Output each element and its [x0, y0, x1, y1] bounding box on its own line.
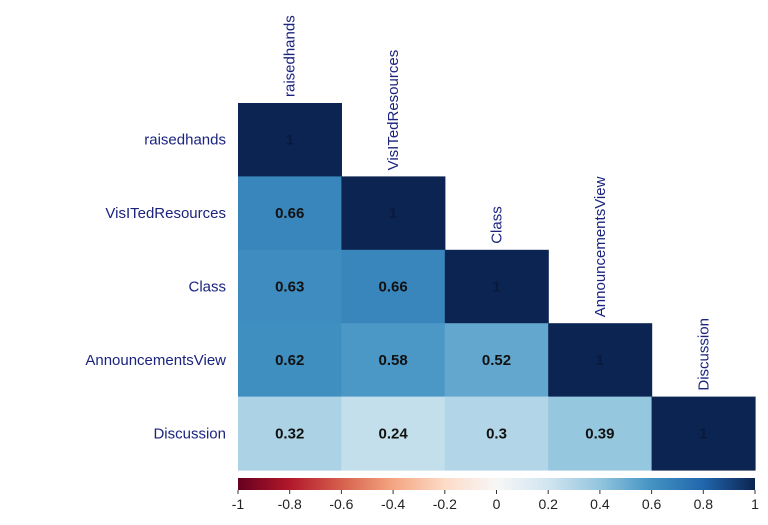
column-label: Class — [489, 206, 506, 244]
column-label: Discussion — [695, 318, 712, 391]
colorbar-gradient — [238, 478, 755, 490]
heatmap-cell — [444, 396, 549, 471]
heatmap-cell — [238, 323, 342, 398]
colorbar-tick-label: 0.8 — [694, 496, 714, 512]
cell-value: 0.3 — [486, 425, 507, 442]
cell-value: 0.52 — [482, 352, 511, 369]
heatmap-cell — [444, 323, 549, 398]
row-label: raisedhands — [144, 132, 226, 149]
heatmap-cell — [444, 249, 549, 324]
colorbar-tick-label: -0.4 — [381, 496, 405, 512]
column-labels: raisedhands VisITedResources Class Announce… — [282, 15, 713, 390]
colorbar-tick-label: 0.6 — [642, 496, 662, 512]
cell-value: 1 — [699, 425, 707, 442]
cell-value: 0.62 — [275, 352, 304, 369]
row-label: AnnouncementsView — [85, 352, 226, 369]
colorbar-tick-label: -1 — [232, 496, 245, 512]
heatmap-cells — [238, 103, 756, 471]
cell-value: 0.63 — [275, 279, 304, 296]
row-labels: raisedhands VisITedResources Class Announce… — [85, 132, 226, 443]
heatmap-cell — [238, 249, 342, 324]
cell-value: 1 — [492, 279, 500, 296]
colorbar-tick-label: 1 — [751, 496, 759, 512]
heatmap-cell — [341, 396, 446, 471]
cell-value: 1 — [389, 205, 397, 222]
colorbar-tick-label: 0 — [493, 496, 501, 512]
cell-value: 1 — [596, 352, 604, 369]
column-label: AnnouncementsView — [592, 176, 609, 317]
heatmap-cell — [238, 396, 342, 471]
colorbar-tick-label: 0.4 — [590, 496, 610, 512]
cell-value: 0.66 — [378, 279, 407, 296]
colorbar-tick-label: -0.8 — [278, 496, 302, 512]
cell-value-labels: 1 0.66 1 0.63 0.66 1 0.62 0.58 0.52 1 0.32 0.24 0.3 0… — [275, 132, 707, 443]
heatmap-cell — [341, 176, 446, 251]
colorbar: -1 -0.8 -0.6 -0.4 -0.2 0 0.2 0.4 0.6 0.8 1 — [232, 478, 759, 512]
cell-value: 0.32 — [275, 425, 304, 442]
heatmap-cell — [548, 323, 653, 398]
heatmap-cell — [548, 396, 653, 471]
cell-value: 0.39 — [585, 425, 614, 442]
heatmap-cell — [651, 396, 756, 471]
colorbar-tick-label: 0.2 — [538, 496, 558, 512]
row-label: Discussion — [153, 425, 226, 442]
column-label: raisedhands — [282, 15, 299, 97]
cell-value: 0.24 — [378, 425, 408, 442]
colorbar-tick-label: -0.6 — [329, 496, 353, 512]
colorbar-tick-label: -0.2 — [433, 496, 457, 512]
cell-value: 1 — [286, 132, 294, 149]
cell-value: 0.58 — [378, 352, 407, 369]
row-label: Class — [188, 279, 226, 296]
heatmap-cell — [238, 103, 342, 177]
heatmap-cell — [238, 176, 342, 251]
column-label: VisITedResources — [385, 50, 402, 171]
heatmap-cell — [341, 323, 446, 398]
cell-value: 0.66 — [275, 205, 304, 222]
row-label: VisITedResources — [105, 205, 226, 222]
heatmap-cell — [341, 249, 446, 324]
